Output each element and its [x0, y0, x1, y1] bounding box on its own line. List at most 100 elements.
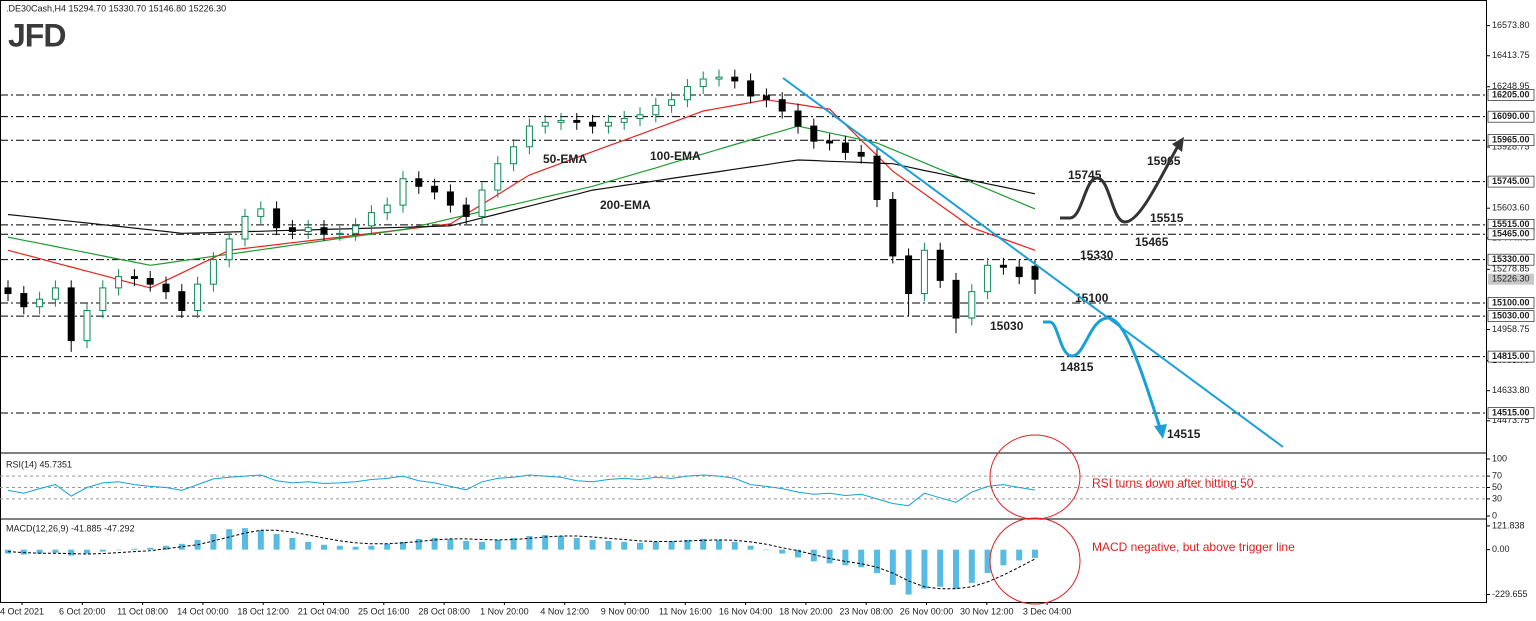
annotation: 15965 [1147, 154, 1181, 168]
y-tick-label: 14958.75 [1492, 324, 1530, 334]
candle-body [604, 121, 612, 127]
level-label-box [1487, 110, 1535, 123]
level-label-box [1487, 228, 1535, 241]
macd-bar [984, 549, 991, 574]
y-tick-label: 14633.80 [1492, 385, 1530, 395]
candle-body [20, 293, 28, 308]
ema-label: 50-EMA [543, 152, 587, 166]
macd-bar [84, 549, 90, 554]
level-label-box [1487, 407, 1535, 419]
x-tick-label: 6 Oct 20:00 [59, 606, 106, 616]
annotation: 14515 [1167, 427, 1201, 441]
candle-body [209, 259, 217, 285]
candle-body [936, 249, 944, 281]
macd-bar [305, 541, 312, 550]
candle-body [636, 114, 644, 120]
macd-bar [384, 543, 391, 550]
macd-bar [368, 545, 375, 550]
macd-bar [99, 549, 106, 552]
y-tick-label: 15928.75 [1492, 141, 1530, 151]
annotation: 15100 [1075, 291, 1109, 305]
annotation: 15330 [1080, 248, 1114, 262]
current-price-box [1488, 273, 1534, 285]
level-label: 15330.00 [1492, 254, 1530, 264]
macd-bar [605, 540, 612, 550]
macd-bar [226, 529, 233, 550]
x-tick-label: 4 Oct 2021 [0, 606, 44, 616]
candle-body [905, 255, 913, 295]
macd-bar [494, 539, 501, 550]
candle-body [873, 155, 881, 200]
x-tick-label: 25 Oct 16:00 [358, 606, 410, 616]
candle-body [304, 227, 312, 232]
macd-bar [795, 549, 801, 558]
macd-tick-label: -229.655 [1492, 589, 1528, 599]
level-label: 14815.00 [1492, 351, 1530, 361]
y-tick-label: 15278.85 [1492, 264, 1530, 274]
candle-body [857, 151, 865, 157]
macd-bar [1000, 549, 1007, 566]
rsi-tick-label: 100 [1492, 453, 1507, 463]
x-tick-label: 23 Nov 08:00 [839, 606, 893, 616]
macd-bar [826, 549, 833, 564]
candle-body [668, 99, 676, 106]
macd-bar [668, 540, 675, 550]
arrow [1060, 145, 1180, 224]
macd-signal [7, 529, 1036, 590]
candle-body [241, 215, 249, 240]
candle-body [557, 119, 565, 123]
macd-bar [858, 549, 865, 568]
macd-bar [163, 545, 169, 550]
level-label: 14515.00 [1492, 407, 1530, 417]
candle-body [683, 86, 691, 101]
highlight-circle [989, 517, 1081, 605]
macd-bar [652, 541, 659, 550]
candle-body [984, 264, 992, 293]
candle-body [83, 309, 91, 342]
annotation: 14815 [1060, 360, 1094, 374]
candle-body [462, 204, 470, 217]
candle-body [415, 178, 423, 187]
macd-bar [242, 528, 248, 550]
rsi-note: RSI turns down after hitting 50 [1092, 476, 1254, 490]
macd-bar [336, 545, 343, 550]
candle-body [431, 185, 439, 193]
macd-bar [779, 549, 786, 554]
macd-bar [479, 541, 485, 550]
x-tick-label: 14 Oct 00:00 [177, 606, 229, 616]
level-label-box [1487, 134, 1535, 146]
macd-bar [684, 539, 691, 550]
logo: JFD [8, 17, 65, 53]
candle-body [810, 125, 818, 142]
candle-body [589, 121, 597, 127]
x-tick-label: 3 Dec 04:00 [1023, 606, 1072, 616]
candle-body [194, 283, 202, 311]
macd-bar [810, 549, 817, 562]
macd-bar [52, 549, 59, 553]
candle-body [620, 118, 628, 123]
level-label: 15965.00 [1492, 135, 1530, 145]
y-tick-label: 16248.95 [1492, 81, 1530, 91]
rsi-tick-label: 0 [1492, 510, 1497, 520]
macd-bar [273, 534, 280, 550]
level-label: 15515.00 [1492, 219, 1530, 229]
trend-line [782, 77, 1284, 448]
macd-note: MACD negative, but above trigger line [1092, 540, 1295, 554]
candle-body [146, 278, 154, 285]
macd-bar [463, 540, 470, 550]
candle-body [67, 287, 75, 342]
candle-body [320, 227, 328, 234]
macd-bar [447, 538, 454, 550]
macd-bar [147, 547, 154, 550]
candle-body [952, 279, 960, 319]
y-tick-label: 16413.75 [1492, 50, 1530, 60]
x-tick-label: 18 Nov 20:00 [779, 606, 833, 616]
macd-tick-label: 121.838 [1492, 520, 1525, 530]
macd-tick-label: 0.00 [1492, 544, 1510, 554]
annotation: 15030 [990, 319, 1024, 333]
macd-bar [321, 544, 327, 550]
annotation: 15745 [1068, 168, 1102, 182]
macd-bar [352, 546, 359, 550]
candle-body [257, 208, 265, 217]
